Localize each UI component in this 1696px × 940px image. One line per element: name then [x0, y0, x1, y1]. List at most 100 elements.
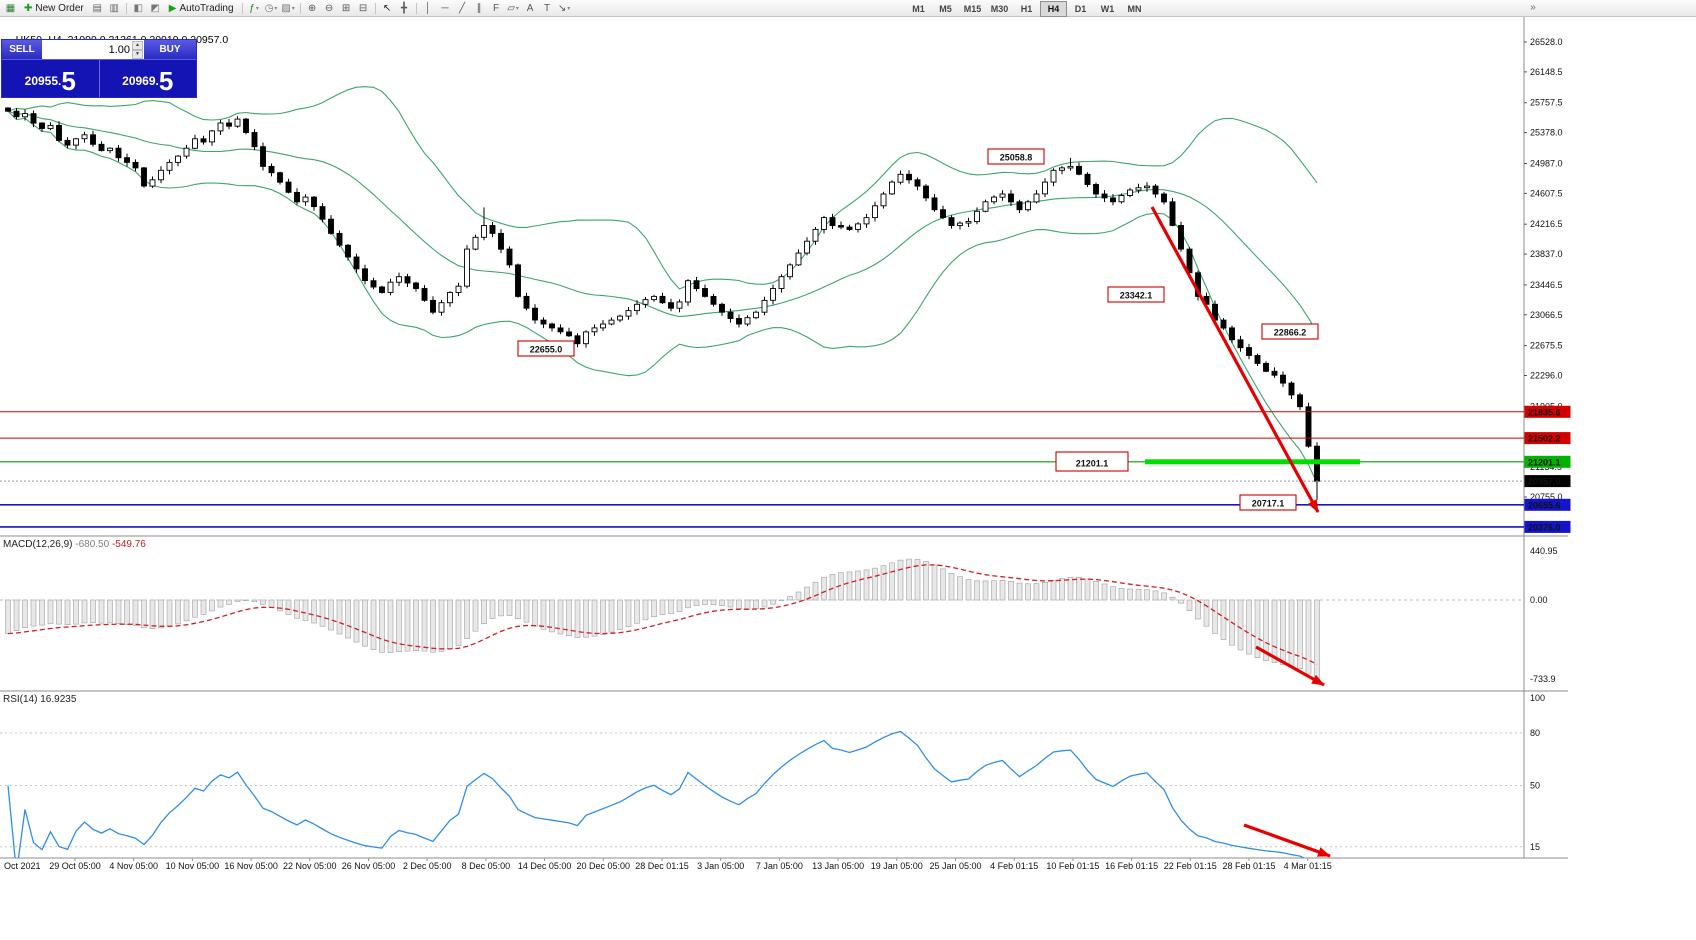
rsi-axis-label: 80 [1530, 728, 1540, 738]
crosshair-icon[interactable]: ╋ [401, 2, 408, 14]
price-axis-tick-label: 26148.5 [1530, 67, 1563, 77]
dropdown-caret-icon[interactable]: ▾ [255, 5, 259, 12]
buy-price[interactable]: 20969. 5 [100, 60, 197, 97]
zoom-out-icon[interactable]: ⊖ [324, 2, 334, 14]
time-axis-label: 4 Nov 05:00 [109, 861, 158, 871]
fibonacci-retracement-icon[interactable]: F [493, 2, 500, 14]
timeframe-button-m5[interactable]: M5 [939, 4, 952, 14]
price-axis-tick-label: 26528.0 [1530, 37, 1563, 47]
time-axis-label: 8 Dec 05:00 [462, 861, 511, 871]
chart-profiles-icon[interactable]: ▥ [109, 2, 119, 14]
macd-axis-label: 440.95 [1530, 546, 1558, 556]
timeframe-button-h4[interactable]: H4 [1040, 1, 1067, 17]
trendline-icon[interactable]: ╱ [459, 2, 466, 14]
price-axis-tick-label: 24216.5 [1530, 219, 1563, 229]
autotrading-button[interactable]: ▶ AutoTrading [164, 1, 239, 15]
volume-up-icon[interactable]: ▲ [132, 41, 143, 50]
indicators-icon[interactable]: ƒ ▾ [249, 2, 259, 14]
price-axis-tick-label: 24987.0 [1530, 159, 1563, 169]
tile-windows-icon[interactable]: ⊞ [341, 2, 351, 14]
sell-price-pips: 5 [61, 66, 76, 96]
timeframe-button-d1[interactable]: D1 [1074, 4, 1087, 14]
dropdown-caret-icon[interactable]: ▾ [515, 5, 519, 12]
main-toolbar: ▦ ✚ New Order ▤ ▥ ◧ ◩ ▶ AutoTrading ƒ ▾ ◷ ▾ ▨ ▾ ⊕ ⊖ ⊞ ⊟ ↖ ╋ │… [0, 0, 1696, 17]
sell-price[interactable]: 20955. 5 [2, 60, 99, 97]
volume-stepper[interactable]: ▲ ▼ [132, 41, 143, 59]
callout-23342.1[interactable]: 23342.1 [1107, 286, 1165, 303]
timeframe-button-m15[interactable]: M15 [963, 4, 982, 14]
time-axis-label: 28 Dec 01:15 [635, 861, 689, 871]
time-axis-label: 25 Jan 05:00 [929, 861, 981, 871]
zoom-in-icon[interactable]: ⊕ [307, 2, 317, 14]
rsi-value: 16.9235 [40, 694, 77, 705]
time-axis-label: 20 Dec 05:00 [577, 861, 631, 871]
bollinger-lower-band [7, 110, 1318, 484]
support-zone-highlight[interactable] [1145, 459, 1360, 465]
callout-25058.8[interactable]: 25058.8 [987, 148, 1045, 165]
dropdown-caret-icon[interactable]: ▾ [291, 5, 295, 12]
price-tag-20376.0: 20376.0 [1524, 520, 1571, 533]
bollinger-middle-band [7, 110, 1318, 334]
macd-axis-label: 0.00 [1530, 595, 1548, 605]
periods-icon[interactable]: ◷ ▾ [264, 2, 278, 14]
price-divider [98, 60, 100, 97]
timeframe-button-m1[interactable]: M1 [912, 4, 925, 14]
timeframe-button-mn[interactable]: MN [1127, 4, 1142, 14]
timeframe-toolbar: M1 M5 M15 M30 H1 H4 D1 W1 MN [905, 1, 1148, 17]
timeframe-button-m30[interactable]: M30 [990, 4, 1009, 14]
toolbar-separator [415, 2, 417, 14]
new-order-icon: ✚ [24, 2, 33, 14]
new-order-button[interactable]: ✚ New Order [19, 1, 89, 15]
timeframe-button-w1[interactable]: W1 [1100, 4, 1115, 14]
toolbar-separator [374, 2, 376, 14]
rsi-panel: 100 80 50 15 [0, 693, 1545, 858]
toolbar-overflow-button[interactable]: » [1530, 2, 1536, 13]
autotrading-icon: ▶ [168, 2, 177, 14]
cursor-icon[interactable]: ↖ [382, 2, 392, 14]
dropdown-caret-icon[interactable]: ▾ [274, 5, 278, 12]
downtrend-arrow[interactable] [1150, 206, 1320, 513]
callout-text: 22655.0 [530, 345, 563, 355]
arrows-icon[interactable]: ↘ ▾ [557, 2, 571, 14]
volume-input[interactable]: 1.00 ▲ ▼ [42, 40, 144, 59]
vertical-line-icon[interactable]: │ [424, 2, 432, 14]
new-chart-icon[interactable]: ▦ [5, 2, 16, 14]
text-icon[interactable]: A [526, 2, 534, 14]
sell-button[interactable]: SELL [2, 40, 42, 59]
downtrend-arrow[interactable] [1255, 645, 1325, 687]
macd-signal-line [7, 564, 1318, 665]
time-axis-label: 14 Dec 05:00 [518, 861, 572, 871]
equidistant-channel-icon[interactable]: ∥ [476, 2, 482, 14]
macd-name: MACD(12,26,9) [3, 539, 73, 550]
sell-price-main: 20955. [24, 74, 62, 88]
chart-window-icon[interactable]: ▤ [92, 2, 102, 14]
timeframe-button-h1[interactable]: H1 [1020, 4, 1033, 14]
callout-22866.2[interactable]: 22866.2 [1261, 323, 1319, 340]
volume-value: 1.00 [108, 43, 130, 56]
callout-22655.0[interactable]: 22655.0 [517, 340, 575, 357]
time-axis-label: 22 Feb 01:15 [1164, 861, 1217, 871]
price-tag-21835.6: 21835.6 [1524, 405, 1571, 418]
terminal-panel-icon[interactable]: ◧ [133, 2, 143, 14]
price-axis-tick-label: 24607.5 [1530, 188, 1563, 198]
horizontal-line-icon[interactable]: ─ [441, 2, 449, 14]
volume-down-icon[interactable]: ▼ [132, 50, 143, 59]
price-tag-label: 20655.6 [1528, 500, 1561, 510]
dropdown-caret-icon[interactable]: ▾ [567, 5, 571, 12]
buy-button[interactable]: BUY [144, 40, 196, 59]
text-label-icon[interactable]: T [544, 2, 551, 14]
price-tag-21502.2: 21502.2 [1524, 432, 1571, 445]
shapes-icon[interactable]: ▱ ▾ [507, 2, 519, 14]
time-axis-label: 4 Feb 01:15 [990, 861, 1038, 871]
downtrend-arrow[interactable] [1243, 823, 1331, 858]
time-axis-label: Oct 2021 [4, 861, 41, 871]
time-axis-label: 4 Mar 01:15 [1284, 861, 1332, 871]
templates-icon[interactable]: ▨ ▾ [281, 2, 295, 14]
time-axis-label: 3 Jan 05:00 [697, 861, 744, 871]
time-axis-label: 2 Dec 05:00 [403, 861, 452, 871]
cascade-windows-icon[interactable]: ⊟ [358, 2, 368, 14]
callout-20717.1[interactable]: 20717.1 [1239, 494, 1297, 511]
callout-21201.1[interactable]: 21201.1 [1055, 451, 1129, 472]
strategy-tester-icon[interactable]: ◩ [150, 2, 160, 14]
